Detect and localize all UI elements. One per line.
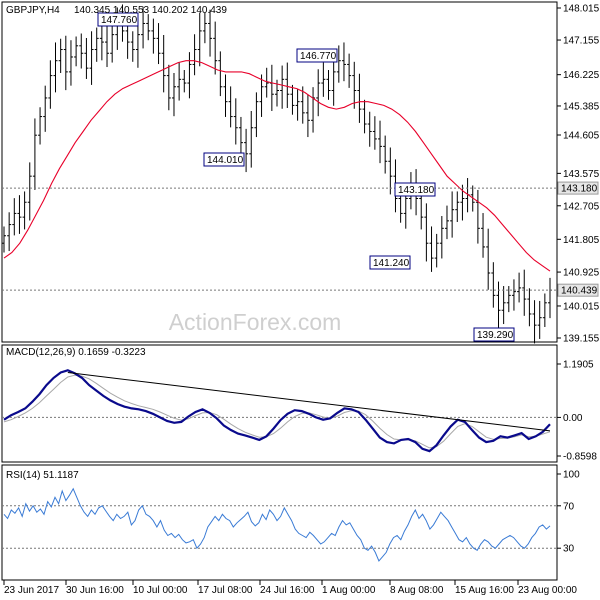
ohlc-readout: 140.345 140.553 140.202 140.439 (74, 5, 227, 16)
price-tick-label: 147.155 (563, 36, 600, 47)
macd-trendline (67, 372, 551, 432)
price-tick-label: 148.015 (563, 4, 600, 15)
time-tick-label: 15 Aug 16:00 (455, 585, 514, 596)
time-tick-label: 17 Jul 08:00 (198, 585, 253, 596)
level-marker-box (557, 283, 599, 297)
time-axis: 23 Jun 2017 30 Jun 16:00 10 Jul 00:00 17 Ju… (3, 580, 577, 596)
symbol-label: GBPJPY,H4 (6, 5, 60, 16)
time-tick-label: 23 Aug 00:00 (518, 585, 577, 596)
price-bars (2, 4, 552, 344)
watermark: ActionForex.com (169, 309, 342, 335)
moving-average-line (3, 60, 551, 272)
price-tick-label: 145.385 (563, 101, 600, 112)
price-tick-label: 146.225 (563, 70, 600, 81)
time-tick-label: 23 Jun 2017 (4, 585, 59, 596)
annotation-box (296, 48, 338, 63)
annotation-label: 141.240 (373, 258, 410, 269)
time-tick-label: 10 Jul 00:00 (133, 585, 188, 596)
rsi-title: RSI(14) 51.1187 (6, 470, 79, 481)
price-tick-label: 140.015 (563, 301, 600, 312)
price-tick-label: 139.155 (563, 334, 600, 345)
macd-tick-label: 0.00 (563, 413, 583, 424)
price-tick-label: 140.925 (563, 268, 600, 279)
annotation-label: 147.760 (101, 15, 138, 26)
time-tick-label: 1 Aug 00:00 (322, 585, 376, 596)
level-marker-box (557, 181, 599, 195)
price-panel: 148.015 147.155 146.225 145.385 144.605 143.5… (1, 1, 600, 345)
annotation-label: 144.010 (207, 155, 244, 166)
time-tick-label: 8 Aug 08:00 (390, 585, 444, 596)
macd-frame (1, 344, 558, 463)
rsi-frame (1, 464, 558, 581)
annotation-box (203, 152, 245, 167)
rsi-tick-label: 70 (563, 501, 575, 512)
annotation-box (97, 12, 139, 27)
rsi-line (3, 487, 551, 562)
macd-signal-line (3, 374, 551, 449)
macd-tick-label: 1.1905 (563, 360, 594, 371)
annotation-label: 143.180 (398, 185, 435, 196)
price-frame (1, 1, 558, 343)
level-marker-label: 140.439 (561, 286, 598, 297)
price-tick-label: 144.605 (563, 131, 600, 142)
macd-line (3, 369, 551, 453)
price-tick-label: 142.705 (563, 201, 600, 212)
time-tick-label: 30 Jun 16:00 (66, 585, 124, 596)
annotation-box (369, 255, 411, 270)
rsi-panel: 100 70 30 (1, 464, 580, 581)
price-tick-label: 143.575 (563, 169, 600, 180)
time-tick-label: 24 Jul 16:00 (260, 585, 315, 596)
price-tick-label: 141.805 (563, 235, 600, 246)
macd-title: MACD(12,26,9) 0.1659 -0.3223 (6, 347, 146, 358)
macd-panel: 1.1905 0.00 -0.8598 (1, 344, 597, 463)
annotation-label: 146.770 (300, 51, 337, 62)
rsi-tick-label: 30 (563, 544, 575, 555)
annotation-box (473, 327, 515, 342)
rsi-tick-label: 100 (563, 470, 580, 481)
level-marker-label: 143.180 (561, 184, 598, 195)
annotation-box (394, 182, 436, 197)
annotation-label: 139.290 (477, 330, 514, 341)
macd-tick-label: -0.8598 (563, 452, 597, 463)
